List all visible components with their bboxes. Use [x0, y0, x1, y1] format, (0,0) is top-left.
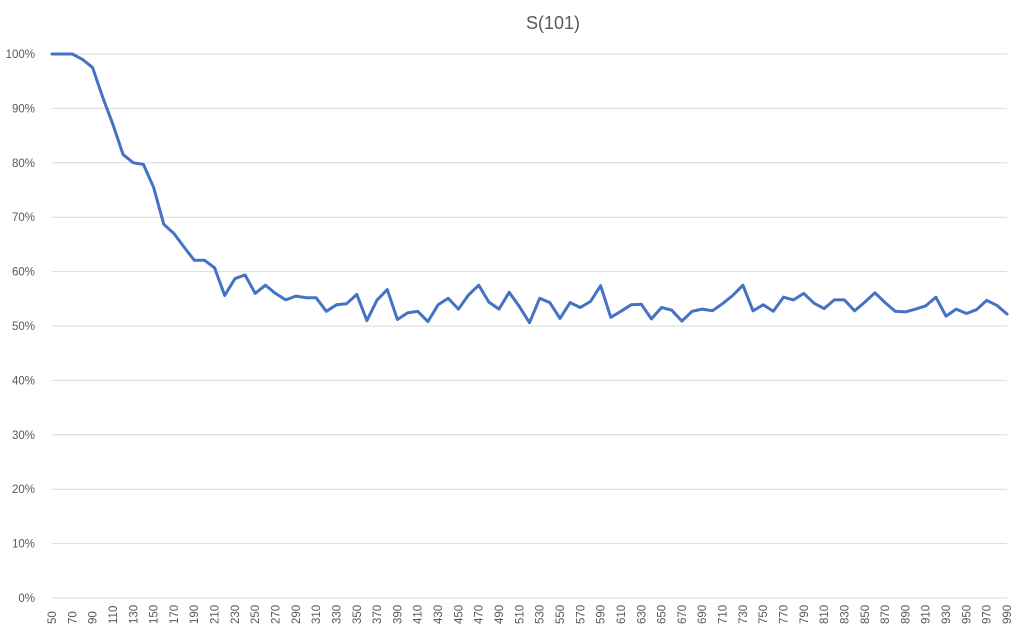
- x-tick-label: 610: [616, 605, 628, 624]
- y-tick-label: 80%: [12, 158, 35, 170]
- x-tick-label: 190: [189, 605, 201, 624]
- y-tick-label: 70%: [12, 212, 35, 224]
- x-tick-label: 970: [982, 605, 994, 624]
- x-tick-label: 650: [657, 605, 669, 624]
- x-tick-label: 150: [149, 605, 161, 624]
- x-axis-ticks: 50 70 90 110 130 150 170 190 210 230 250 270 290 310 3…: [47, 605, 1014, 624]
- x-tick-label: 730: [738, 605, 750, 624]
- x-tick-label: 810: [819, 605, 831, 624]
- x-tick-label: 510: [514, 605, 526, 624]
- x-tick-label: 590: [596, 605, 608, 624]
- y-tick-label: 30%: [12, 430, 35, 442]
- x-tick-label: 690: [697, 605, 709, 624]
- x-tick-label: 250: [250, 605, 262, 624]
- x-tick-label: 410: [413, 605, 425, 624]
- x-tick-label: 130: [128, 605, 140, 624]
- y-tick-label: 50%: [12, 321, 35, 333]
- x-tick-label: 630: [636, 605, 648, 624]
- x-tick-label: 110: [108, 606, 120, 624]
- y-tick-label: 60%: [12, 267, 35, 279]
- x-tick-label: 370: [372, 605, 384, 624]
- x-tick-label: 310: [311, 605, 323, 624]
- x-tick-label: 390: [392, 605, 404, 624]
- x-tick-label: 830: [839, 605, 851, 624]
- x-tick-label: 430: [433, 605, 445, 624]
- chart-title: S(101): [526, 13, 580, 33]
- x-tick-label: 70: [67, 611, 79, 624]
- x-tick-label: 990: [1002, 605, 1014, 624]
- x-tick-label: 850: [860, 605, 872, 624]
- x-tick-label: 530: [535, 605, 547, 624]
- x-tick-label: 570: [575, 605, 587, 624]
- x-tick-label: 350: [352, 605, 364, 624]
- x-tick-label: 50: [47, 611, 59, 624]
- x-tick-label: 90: [88, 611, 100, 624]
- x-tick-label: 890: [900, 605, 912, 624]
- x-tick-label: 450: [453, 605, 465, 624]
- x-tick-label: 290: [291, 605, 303, 624]
- x-tick-label: 950: [961, 605, 973, 624]
- x-tick-label: 330: [331, 605, 343, 624]
- x-tick-label: 790: [799, 605, 811, 624]
- x-tick-label: 670: [677, 605, 689, 624]
- x-tick-label: 490: [494, 605, 506, 624]
- series-group: [50, 52, 1009, 325]
- gridlines: [52, 53, 1007, 599]
- x-tick-label: 170: [169, 605, 181, 624]
- x-tick-label: 770: [778, 605, 790, 624]
- x-tick-label: 870: [880, 605, 892, 624]
- y-tick-label: 90%: [12, 103, 35, 115]
- y-axis-ticks: 0% 10% 20% 30% 40% 50% 60% 70% 80% 90% 100%: [6, 49, 35, 605]
- x-tick-label: 930: [941, 605, 953, 624]
- y-tick-label: 0%: [18, 593, 35, 605]
- y-tick-label: 20%: [12, 484, 35, 496]
- y-tick-label: 40%: [12, 375, 35, 387]
- series-line-0: [50, 52, 1009, 325]
- x-tick-label: 470: [474, 605, 486, 624]
- x-tick-label: 550: [555, 605, 567, 624]
- x-tick-label: 210: [210, 605, 222, 624]
- y-tick-label: 10%: [12, 539, 35, 551]
- x-tick-label: 270: [271, 605, 283, 624]
- x-tick-label: 230: [230, 605, 242, 624]
- y-tick-label: 100%: [6, 49, 35, 61]
- x-tick-label: 910: [921, 605, 933, 624]
- x-tick-label: 710: [718, 605, 730, 624]
- x-tick-label: 750: [758, 605, 770, 624]
